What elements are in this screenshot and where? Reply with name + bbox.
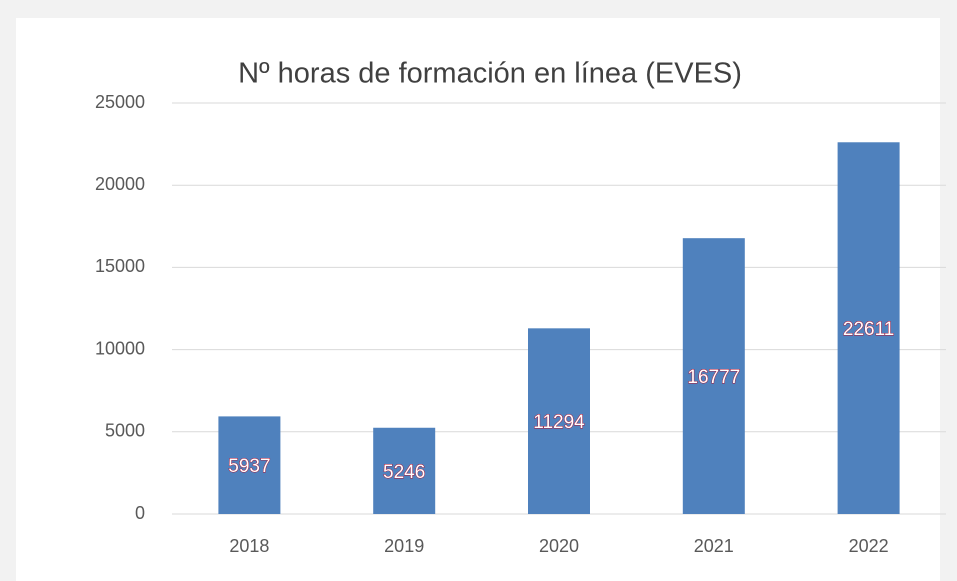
chart-area: [16, 18, 940, 581]
y-tick-label: 20000: [95, 174, 145, 194]
x-tick-label: 2022: [849, 536, 889, 556]
value-label: 16777: [687, 367, 740, 388]
x-tick-label: 2018: [229, 536, 269, 556]
x-tick-label: 2021: [694, 536, 734, 556]
x-tick-label: 2020: [539, 536, 579, 556]
value-label: 5246: [383, 462, 425, 483]
y-tick-label: 5000: [105, 421, 145, 441]
value-label: 22611: [843, 319, 894, 340]
bar: [218, 416, 281, 514]
chart-title: Nº horas de formación en línea (EVES): [238, 58, 742, 90]
y-tick-label: 25000: [95, 92, 145, 112]
x-tick-label: 2019: [384, 536, 424, 556]
y-tick-label: 0: [135, 503, 145, 523]
value-label: 11294: [533, 412, 585, 433]
y-tick-label: 10000: [95, 338, 145, 358]
bar: [373, 427, 436, 514]
y-tick-label: 15000: [95, 256, 145, 276]
bar: [837, 142, 900, 515]
bar: [528, 328, 590, 514]
bar: [682, 238, 745, 514]
value-label: 5937: [228, 456, 270, 477]
